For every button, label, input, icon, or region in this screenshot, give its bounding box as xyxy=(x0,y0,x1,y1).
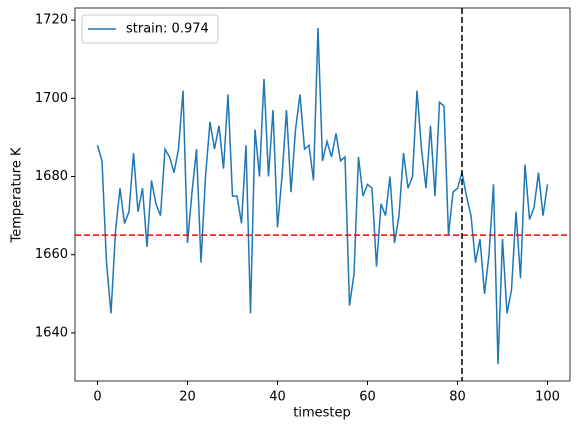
x-tick-label: 0 xyxy=(93,390,101,405)
y-tick-label: 1680 xyxy=(35,169,68,184)
series-line xyxy=(96,27,549,365)
x-tick-label: 20 xyxy=(179,390,196,405)
y-tick-label: 1660 xyxy=(35,247,68,262)
y-tick-label: 1720 xyxy=(35,13,68,28)
x-tick-label: 40 xyxy=(269,390,286,405)
plot-frame xyxy=(74,7,571,382)
y-tick-label: 1640 xyxy=(35,325,68,340)
x-tick-label: 100 xyxy=(535,390,560,405)
legend-box xyxy=(81,14,219,44)
y-tick-label: 1700 xyxy=(35,91,68,106)
legend-label: strain: 0.974 xyxy=(126,22,209,37)
x-tick-label: 60 xyxy=(359,390,376,405)
x-axis-label: timestep xyxy=(293,406,351,421)
y-axis-label: Temperature K xyxy=(10,147,25,243)
x-tick-label: 80 xyxy=(449,390,466,405)
